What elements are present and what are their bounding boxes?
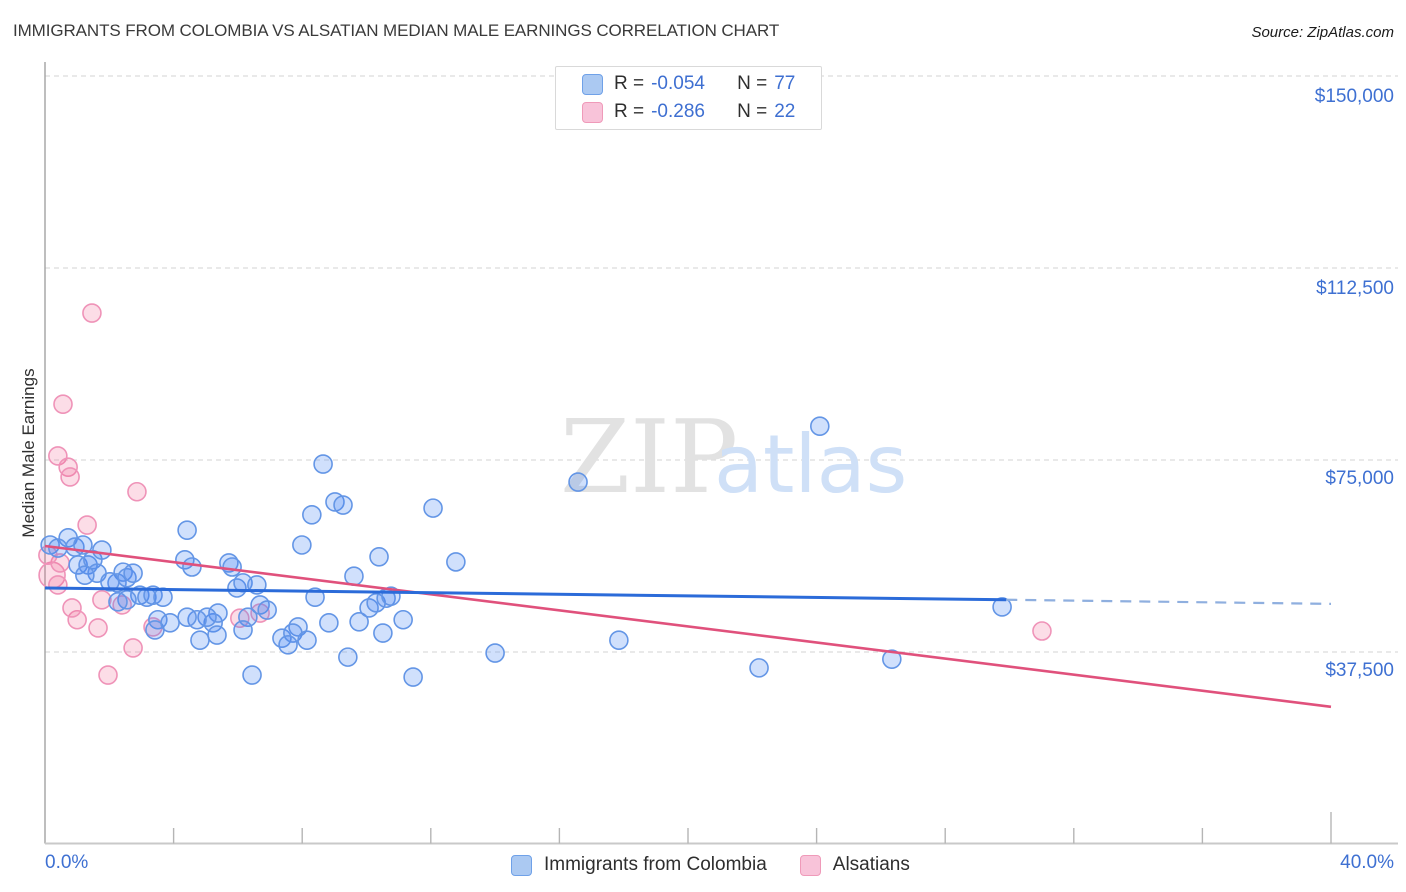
data-point-colombia[interactable] [302, 504, 322, 525]
source-credit: Source: ZipAtlas.com [1251, 24, 1394, 41]
data-point-alsatian[interactable] [127, 481, 147, 502]
data-point-colombia[interactable] [242, 665, 262, 685]
y-tick-75000: $75,000 [1325, 468, 1394, 489]
data-point-colombia[interactable] [182, 557, 202, 577]
data-point-alsatian[interactable] [123, 638, 143, 658]
data-point-colombia[interactable] [373, 623, 393, 643]
alsatians-legend-label: Alsatians [832, 854, 910, 875]
data-point-colombia[interactable] [568, 472, 588, 492]
data-point-alsatian[interactable] [88, 618, 108, 638]
y-tick-150000: $150,000 [1314, 86, 1394, 107]
data-point-colombia[interactable] [208, 603, 228, 623]
data-point-colombia[interactable] [609, 630, 629, 651]
data-point-colombia[interactable] [100, 572, 120, 592]
y-tick-112500: $112,500 [1316, 278, 1394, 299]
n-label: N = [737, 101, 768, 122]
data-point-alsatian[interactable] [60, 467, 80, 487]
data-point-colombia[interactable] [393, 609, 413, 630]
data-point-alsatian[interactable] [48, 575, 68, 595]
data-point-colombia[interactable] [233, 620, 253, 640]
data-point-colombia[interactable] [177, 520, 197, 540]
data-point-colombia[interactable] [92, 540, 112, 560]
data-point-alsatian[interactable] [62, 598, 82, 618]
data-point-colombia[interactable] [278, 635, 298, 655]
data-point-colombia[interactable] [222, 557, 242, 577]
data-point-alsatian[interactable] [230, 608, 250, 629]
r-label: R = [614, 73, 645, 94]
r-value-alsatians: -0.286 [651, 101, 705, 122]
alsatians-swatch [582, 101, 603, 123]
data-point-colombia[interactable] [68, 555, 88, 575]
colombia-swatch [511, 854, 532, 876]
data-point-colombia[interactable] [297, 630, 317, 651]
data-point-alsatian[interactable] [92, 589, 112, 610]
data-point-colombia[interactable] [292, 535, 312, 555]
r-value-colombia: -0.054 [651, 73, 705, 94]
data-point-colombia[interactable] [190, 630, 210, 651]
data-point-colombia[interactable] [333, 495, 353, 515]
data-point-colombia[interactable] [177, 607, 197, 627]
data-point-colombia[interactable] [313, 454, 333, 474]
data-point-colombia[interactable] [446, 552, 466, 572]
n-value-colombia: 77 [774, 73, 796, 94]
data-point-alsatian[interactable] [98, 665, 118, 685]
data-point-alsatian[interactable] [1032, 621, 1052, 641]
data-point-colombia[interactable] [423, 498, 443, 518]
n-label: N = [737, 73, 768, 94]
watermark-atlas: atlas [714, 418, 907, 511]
data-point-colombia[interactable] [319, 613, 339, 633]
trend-line-colombia [44, 586, 1007, 602]
legend-row-alsatians: R = -0.286 N = 22 [582, 101, 821, 123]
series-legend: Immigrants from Colombia Alsatians [511, 854, 910, 876]
correlation-legend: R = -0.054 N = 77 R = -0.286 N = 22 [555, 66, 822, 130]
data-point-colombia[interactable] [810, 416, 830, 437]
trend-line-alsatians [44, 544, 1332, 709]
r-label: R = [614, 101, 645, 122]
watermark-zip: ZIP [560, 398, 738, 516]
legend-row-colombia: R = -0.054 N = 77 [582, 73, 821, 95]
x-tick-min: 0.0% [45, 852, 89, 873]
data-point-alsatian[interactable] [53, 394, 73, 414]
data-point-alsatian[interactable] [82, 303, 102, 323]
data-point-colombia[interactable] [123, 563, 143, 583]
data-point-colombia[interactable] [992, 597, 1012, 617]
data-point-colombia[interactable] [338, 647, 358, 667]
data-point-colombia[interactable] [349, 611, 369, 632]
data-point-colombia[interactable] [369, 546, 389, 567]
data-point-colombia[interactable] [207, 625, 227, 645]
data-point-alsatian[interactable] [77, 515, 97, 535]
data-point-colombia[interactable] [108, 592, 128, 612]
n-value-alsatians: 22 [774, 101, 796, 122]
data-point-colombia[interactable] [75, 565, 95, 586]
page-title: IMMIGRANTS FROM COLOMBIA VS ALSATIAN MED… [13, 21, 780, 40]
data-point-colombia[interactable] [160, 613, 180, 633]
data-point-colombia[interactable] [403, 667, 423, 687]
data-point-colombia[interactable] [485, 643, 505, 663]
y-tick-37500: $37,500 [1325, 660, 1394, 681]
trend-line-colombia-extrapolated [1006, 598, 1332, 605]
data-point-colombia[interactable] [344, 566, 364, 587]
data-point-colombia[interactable] [257, 600, 277, 620]
data-point-colombia[interactable] [882, 649, 902, 669]
data-point-alsatian[interactable] [67, 609, 87, 630]
y-axis-title: Median Male Earnings [19, 368, 38, 538]
x-tick-max: 40.0% [1340, 852, 1394, 873]
colombia-legend-label: Immigrants from Colombia [544, 854, 767, 875]
alsatians-swatch [799, 854, 821, 876]
colombia-swatch [582, 73, 603, 95]
data-point-colombia[interactable] [749, 658, 769, 678]
